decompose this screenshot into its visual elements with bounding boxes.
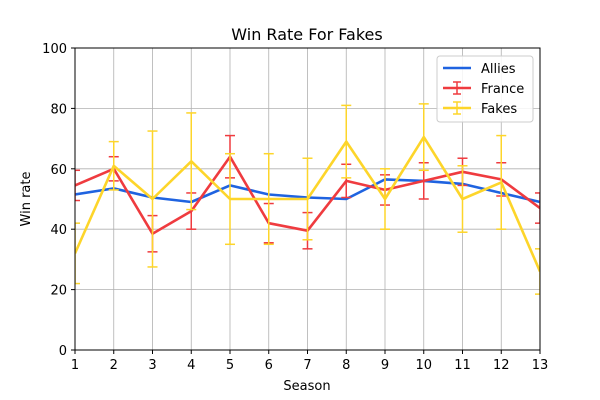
series-fakes [75,103,540,295]
y-tick-label: 80 [50,102,67,117]
y-tick-label: 60 [50,163,67,178]
x-tick-label: 9 [381,358,389,373]
legend-label-france: France [481,82,524,97]
legend-label-allies: Allies [481,62,516,77]
x-tick-label: 4 [187,358,195,373]
legend-label-fakes: Fakes [481,102,517,117]
x-tick-label: 13 [532,358,549,373]
series-line-fakes [75,135,540,273]
x-tick-label: 2 [110,358,118,373]
chart-title: Win Rate For Fakes [231,25,382,44]
x-tick-label: 6 [265,358,273,373]
x-tick-label: 10 [415,358,432,373]
x-tick-label: 8 [342,358,350,373]
x-tick-label: 11 [454,358,471,373]
x-axis-label: Season [283,379,330,394]
legend-box [436,55,534,123]
y-axis-label: Win rate [19,172,34,227]
y-tick-label: 20 [50,284,67,299]
x-tick-label: 5 [226,358,234,373]
x-tick-label: 1 [71,358,79,373]
legend: Allies France Fakes [436,55,534,123]
x-tick-label: 12 [493,358,510,373]
series-layer [75,103,540,295]
y-tick-label: 40 [50,223,67,238]
y-tick-label: 0 [59,344,67,359]
x-tick-label: 7 [303,358,311,373]
y-tick-label: 100 [42,42,67,57]
x-tick-label: 3 [148,358,156,373]
